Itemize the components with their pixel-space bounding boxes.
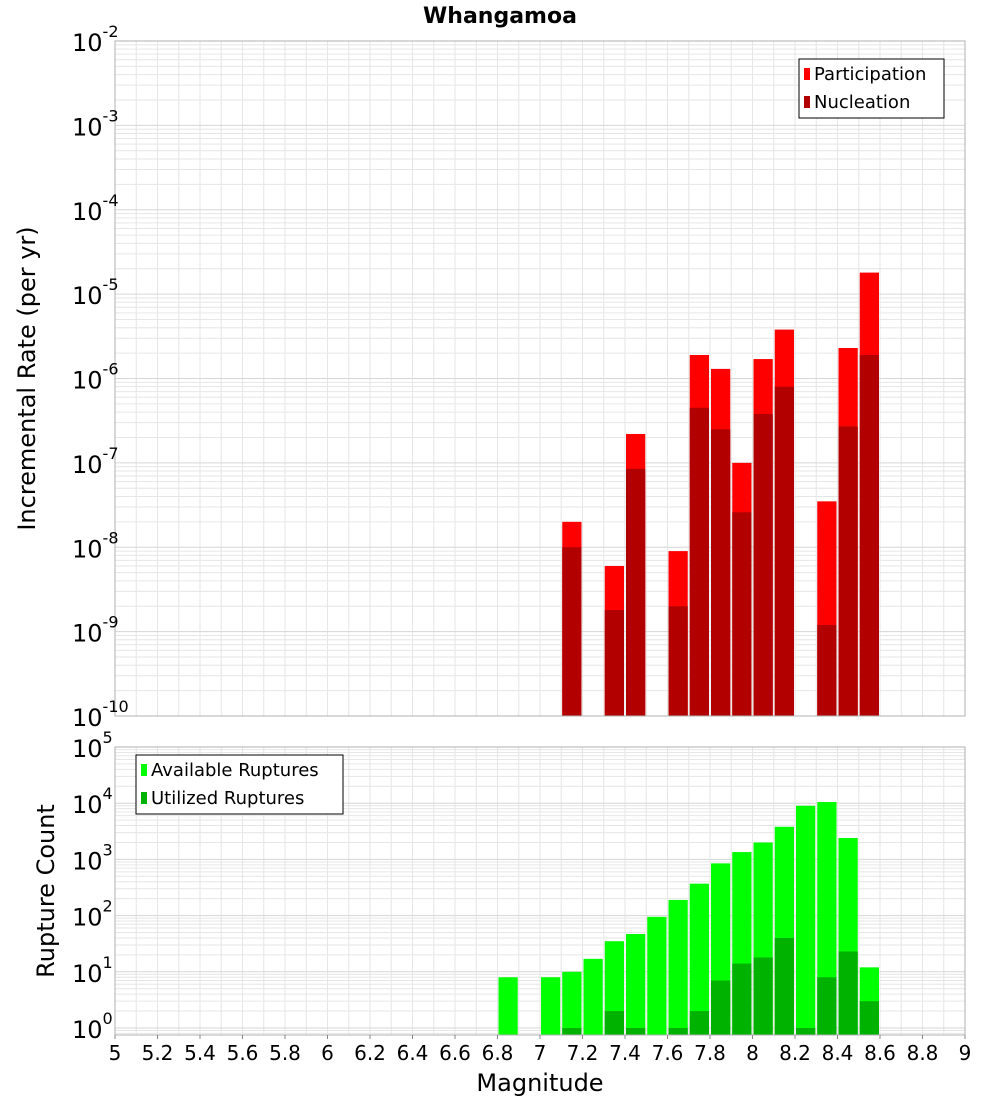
utilized-ruptures-bar (753, 957, 773, 1035)
available-legend-label: Available Ruptures (151, 760, 319, 781)
nucleation-legend-label: Nucleation (814, 92, 910, 113)
nucleation-bar (753, 413, 773, 716)
x-tick-label: 8.4 (822, 1041, 854, 1065)
x-tick-label: 7 (534, 1041, 547, 1065)
x-tick-label: 7.2 (567, 1041, 599, 1065)
rupture-bars (498, 802, 879, 1035)
rupture-y-ticks: 100 101 102 103 104 105 (72, 728, 113, 1044)
nucleation-bar (711, 429, 731, 716)
utilized-ruptures-bar (562, 1027, 582, 1035)
utilized-ruptures-bar (604, 1011, 624, 1035)
available-ruptures-bar (796, 805, 816, 1035)
x-tick-label: 8.6 (864, 1041, 896, 1065)
y-tick-label: 10-10 (72, 697, 129, 732)
y-tick-label: 10-7 (72, 444, 119, 479)
x-tick-label: 5.6 (227, 1041, 259, 1065)
x-tick-label: 6.4 (397, 1041, 429, 1065)
x-axis-label: Magnitude (476, 1069, 603, 1097)
y-tick-label: 103 (72, 840, 113, 875)
x-tick-label: 8.8 (907, 1041, 939, 1065)
rate-plot-frame (114, 40, 966, 717)
nucleation-bar (668, 606, 688, 716)
utilized-ruptures-bar (796, 1027, 816, 1035)
available-ruptures-bar (498, 977, 518, 1035)
rupture-y-axis-label: Rupture Count (32, 804, 60, 978)
y-tick-label: 100 (72, 1009, 113, 1044)
x-tick-label: 5.2 (142, 1041, 174, 1065)
x-tick-label: 5 (109, 1041, 122, 1065)
nucleation-bar (817, 624, 837, 716)
y-tick-label: 10-9 (72, 613, 119, 648)
y-tick-label: 10-8 (72, 528, 119, 563)
nucleation-bar (562, 547, 582, 716)
available-ruptures-bar (562, 971, 582, 1035)
rate-legend: Participation Nucleation (798, 58, 945, 119)
x-tick-label: 8.2 (779, 1041, 811, 1065)
x-tick-label: 8 (746, 1041, 759, 1065)
x-tick-label: 7.8 (694, 1041, 726, 1065)
available-legend-swatch (141, 764, 147, 776)
y-tick-label: 104 (72, 784, 113, 819)
rate-y-axis-label: Incremental Rate (per yr) (13, 226, 41, 530)
nucleation-bar (838, 426, 858, 716)
available-ruptures-bar (583, 958, 603, 1035)
available-ruptures-bar (626, 934, 646, 1035)
available-ruptures-bar (689, 883, 709, 1035)
utilized-legend-label: Utilized Ruptures (151, 788, 304, 809)
x-tick-label: 6.8 (482, 1041, 514, 1065)
rate-y-ticks: 10-10 10-9 10-8 10-7 10-6 10-5 10-4 10-3 10-2 (72, 22, 129, 732)
y-tick-label: 105 (72, 728, 113, 763)
nucleation-legend-swatch (804, 96, 810, 108)
magnitude-x-ticks: 5 5.2 5.4 5.6 5.8 6 6.2 6.4 6.6 6.8 7 7.2 7.4 7.6 7.8 8… (109, 1035, 972, 1065)
utilized-ruptures-bar (689, 1011, 709, 1035)
nucleation-bar (626, 468, 646, 716)
utilized-legend-swatch (141, 792, 147, 804)
nucleation-bar (859, 354, 879, 716)
rupture-legend: Available Ruptures Utilized Ruptures (135, 754, 344, 815)
chart-title: Whangamoa (423, 4, 577, 29)
nucleation-bar (604, 610, 624, 716)
y-tick-label: 10-4 (72, 191, 119, 226)
rate-legend-box (798, 58, 945, 119)
rupture-count-panel: 100 101 102 103 104 105 5 5.2 5.4 5.6 5.8 6 6.2 6.4 6… (32, 728, 971, 1065)
rupture-legend-box (135, 754, 344, 815)
x-tick-label: 9 (959, 1041, 972, 1065)
x-tick-label: 5.8 (269, 1041, 301, 1065)
y-tick-label: 10-5 (72, 275, 119, 310)
participation-legend-swatch (804, 68, 810, 80)
rate-panel: 10-10 10-9 10-8 10-7 10-6 10-5 10-4 10-3 10-2 In… (13, 22, 966, 732)
nucleation-bar (732, 512, 752, 716)
y-tick-label: 102 (72, 897, 113, 932)
x-tick-label: 7.4 (609, 1041, 641, 1065)
available-ruptures-bar (647, 916, 667, 1035)
x-tick-label: 6 (321, 1041, 334, 1065)
available-ruptures-bar (668, 899, 688, 1035)
utilized-ruptures-bar (774, 937, 794, 1035)
rate-bars (562, 272, 879, 716)
x-tick-label: 6.6 (439, 1041, 471, 1065)
utilized-ruptures-bar (817, 977, 837, 1035)
utilized-ruptures-bar (711, 980, 731, 1035)
utilized-ruptures-bar (668, 1027, 688, 1035)
available-ruptures-bar (541, 977, 561, 1035)
nucleation-bar (689, 407, 709, 716)
y-tick-label: 10-6 (72, 360, 119, 395)
utilized-ruptures-bar (626, 1027, 646, 1035)
y-tick-label: 10-2 (72, 22, 119, 57)
utilized-ruptures-bar (732, 963, 752, 1035)
participation-legend-label: Participation (814, 64, 926, 85)
available-ruptures-bar (817, 802, 837, 1035)
utilized-ruptures-bar (838, 951, 858, 1035)
x-tick-label: 7.6 (652, 1041, 684, 1065)
y-tick-label: 101 (72, 953, 113, 988)
x-tick-label: 5.4 (184, 1041, 216, 1065)
rate-gridlines (114, 40, 966, 717)
utilized-ruptures-bar (859, 1001, 879, 1035)
y-tick-label: 10-3 (72, 106, 119, 141)
nucleation-bar (774, 386, 794, 716)
x-tick-label: 6.2 (354, 1041, 386, 1065)
